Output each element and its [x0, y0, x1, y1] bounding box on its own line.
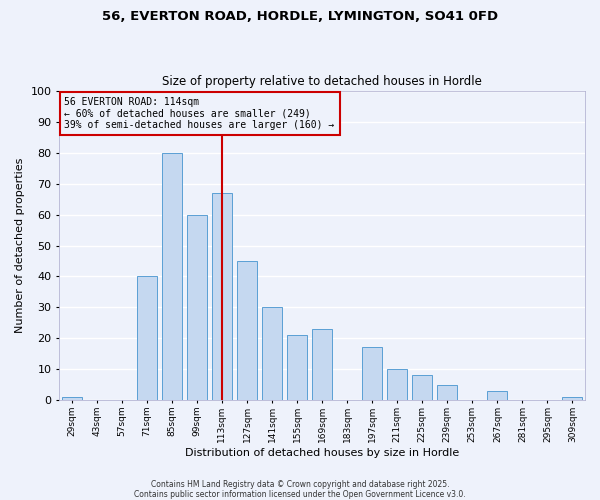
Bar	[412, 376, 432, 400]
Bar	[212, 193, 232, 400]
Bar	[562, 397, 583, 400]
Bar	[387, 369, 407, 400]
X-axis label: Distribution of detached houses by size in Hordle: Distribution of detached houses by size …	[185, 448, 459, 458]
Y-axis label: Number of detached properties: Number of detached properties	[15, 158, 25, 333]
Text: 56, EVERTON ROAD, HORDLE, LYMINGTON, SO41 0FD: 56, EVERTON ROAD, HORDLE, LYMINGTON, SO4…	[102, 10, 498, 23]
Bar	[187, 214, 207, 400]
Bar	[362, 348, 382, 400]
Bar	[237, 261, 257, 400]
Text: 56 EVERTON ROAD: 114sqm
← 60% of detached houses are smaller (249)
39% of semi-d: 56 EVERTON ROAD: 114sqm ← 60% of detache…	[64, 97, 335, 130]
Bar	[262, 308, 282, 400]
Bar	[312, 329, 332, 400]
Bar	[137, 276, 157, 400]
Text: Contains public sector information licensed under the Open Government Licence v3: Contains public sector information licen…	[134, 490, 466, 499]
Bar	[487, 390, 508, 400]
Bar	[162, 153, 182, 400]
Text: Contains HM Land Registry data © Crown copyright and database right 2025.: Contains HM Land Registry data © Crown c…	[151, 480, 449, 489]
Title: Size of property relative to detached houses in Hordle: Size of property relative to detached ho…	[162, 76, 482, 88]
Bar	[62, 397, 82, 400]
Bar	[437, 384, 457, 400]
Bar	[287, 335, 307, 400]
